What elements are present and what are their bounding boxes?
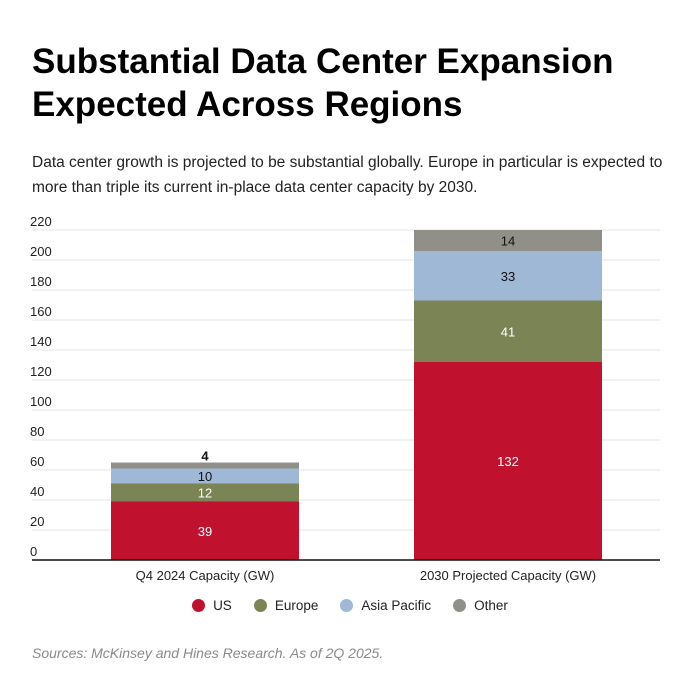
legend-item-asia-pacific: Asia Pacific	[340, 598, 431, 613]
data-label-us-2: 132	[497, 454, 519, 469]
stacked-bar-chart: 0 20 40 60 80 100 120 140 160 180 200 220 39 12 10 4 Q4 …	[30, 214, 660, 583]
bar-segment-other-1	[111, 462, 299, 469]
bar-segment-asia-pacific-1	[111, 468, 299, 484]
chart-legend: US Europe Asia Pacific Other	[0, 598, 700, 613]
chart-title: Substantial Data Center Expansion Expect…	[32, 42, 614, 124]
legend-label-europe: Europe	[274, 598, 319, 613]
y-tick-label-220: 220	[30, 214, 52, 229]
data-label-asia-pacific-2: 33	[501, 269, 515, 284]
legend-swatch-asia-pacific	[340, 599, 354, 612]
chart-subtitle: Data center growth is projected to be su…	[32, 154, 663, 196]
data-label-other-2: 14	[501, 234, 515, 249]
bar-segment-us-2	[414, 362, 602, 560]
legend-item-other: Other	[453, 598, 508, 613]
legend-swatch-europe	[253, 599, 267, 612]
y-tick-label-0: 0	[30, 544, 37, 559]
data-label-europe-1: 12	[198, 486, 212, 501]
legend-item-europe: Europe	[253, 598, 319, 613]
y-tick-label-160: 160	[30, 304, 52, 319]
y-tick-label-200: 200	[30, 244, 52, 259]
legend-label-other: Other	[474, 598, 508, 613]
legend-label-asia-pacific: Asia Pacific	[361, 598, 432, 613]
bar-segment-other-2	[414, 230, 602, 251]
y-tick-label-80: 80	[30, 424, 44, 439]
data-label-europe-2: 41	[501, 324, 515, 339]
source-note: Sources: McKinsey and Hines Research. As…	[32, 645, 384, 661]
y-tick-label-40: 40	[30, 484, 44, 499]
bar-segment-europe-2	[414, 300, 602, 362]
bar-segment-asia-pacific-2	[414, 251, 602, 301]
y-tick-label-20: 20	[30, 514, 44, 529]
data-label-us-1: 39	[198, 524, 212, 539]
y-tick-label-140: 140	[30, 334, 52, 349]
y-tick-label-60: 60	[30, 454, 44, 469]
data-label-other-1: 4	[201, 449, 209, 464]
legend-label-us: US	[213, 598, 232, 613]
legend-swatch-other	[453, 599, 467, 612]
legend-item-us: US	[192, 598, 232, 613]
legend-swatch-us	[192, 599, 206, 612]
x-tick-label-2: 2030 Projected Capacity (GW)	[420, 568, 596, 583]
x-tick-label-1: Q4 2024 Capacity (GW)	[136, 568, 275, 583]
y-tick-label-180: 180	[30, 274, 52, 289]
data-label-asia-pacific-1: 10	[198, 469, 212, 484]
y-tick-label-100: 100	[30, 394, 52, 409]
bar-segment-europe-1	[111, 483, 299, 502]
y-tick-label-120: 120	[30, 364, 52, 379]
bar-segment-us-1	[111, 501, 299, 560]
